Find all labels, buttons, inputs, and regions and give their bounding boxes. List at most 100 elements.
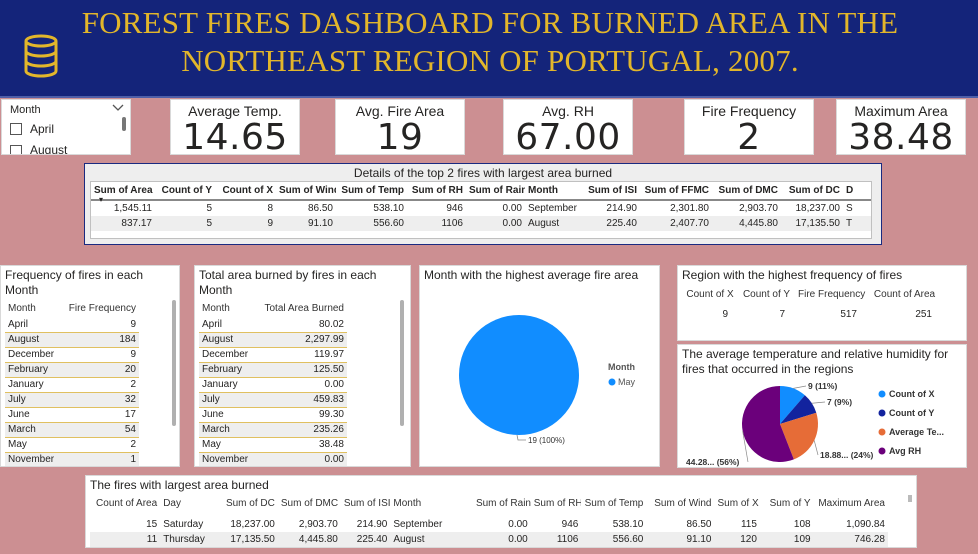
table-row[interactable]: April 80.02 [199, 317, 347, 333]
column-header[interactable]: Sum of Wind [654, 498, 712, 509]
kpi-label: Fire Frequency [701, 103, 797, 119]
area-card: Total area burned by fires in each Month… [194, 265, 411, 467]
pie-slice-count-y[interactable] [780, 395, 817, 424]
table-row[interactable]: July 32 [5, 392, 139, 408]
column-header[interactable]: Maximum Area [818, 498, 885, 509]
slicer-option-august[interactable]: August [30, 143, 68, 155]
column-header[interactable]: Sum of FFMC [640, 182, 712, 201]
table-cell: November [5, 452, 65, 466]
column-header[interactable]: Sum of Temp [336, 182, 407, 201]
column-header[interactable]: Sum of Rain [475, 498, 531, 509]
table-cell: 2 [65, 437, 139, 453]
pie-slice-avg-rh[interactable] [742, 386, 794, 462]
column-header[interactable]: Sum of DMC [712, 182, 781, 201]
sort-descending-icon[interactable]: ▾ [99, 195, 104, 204]
table-row[interactable]: January 2 [5, 377, 139, 393]
table-row[interactable]: February 125.50 [199, 362, 347, 378]
legend-dot [878, 409, 886, 417]
column-header[interactable]: Sum of Rain [466, 182, 525, 201]
column-header[interactable]: Count of Area [873, 289, 936, 300]
table-cell: August [199, 332, 259, 348]
pie-temp-title: The average temperature and relative hum… [682, 347, 949, 376]
column-header[interactable]: Sum of Temp [584, 498, 644, 509]
table-row[interactable]: November 0.00 [199, 452, 347, 466]
table-cell: 1106 [407, 216, 466, 231]
column-header[interactable]: Sum of DMC [280, 498, 339, 509]
table-row[interactable]: June 99.30 [199, 407, 347, 423]
table-row[interactable]: November 1 [5, 452, 139, 466]
column-header[interactable]: Sum of DC [225, 498, 275, 509]
table-row[interactable]: December 119.97 [199, 347, 347, 363]
table-row[interactable]: 15 Saturday 18,237.00 2,903.70 214.90 Septemb… [90, 517, 888, 532]
column-header[interactable]: Sum of RH [407, 182, 466, 201]
database-icon [24, 34, 58, 78]
table-cell: 15 [146, 519, 158, 530]
pie-leader-line [516, 434, 526, 441]
column-header[interactable]: Month [202, 303, 230, 314]
table-row[interactable]: June 17 [5, 407, 139, 423]
table-row[interactable]: August 2,297.99 [199, 332, 347, 348]
frequency-scrollbar[interactable] [172, 300, 176, 426]
pie-month-title: Month with the highest average fire area [424, 268, 639, 282]
table-row[interactable]: 1,545.11 5 8 86.50 538.10 946 0.00 September 214… [91, 200, 871, 216]
table-row[interactable]: July 459.83 [199, 392, 347, 408]
checkbox-april[interactable] [10, 123, 22, 135]
largest-fires-scrollbar[interactable] [908, 495, 912, 502]
largest-fires-title: The fires with largest area burned [90, 478, 269, 492]
table-row[interactable]: 837.17 5 9 91.10 556.60 1106 0.00 August 225.40 2… [91, 216, 871, 231]
table-row[interactable]: March 235.26 [199, 422, 347, 438]
table-row[interactable]: February 20 [5, 362, 139, 378]
table-row[interactable]: May 2 [5, 437, 139, 453]
checkbox-august[interactable] [10, 145, 22, 154]
table-row[interactable]: December 9 [5, 347, 139, 363]
column-header[interactable]: Month [393, 498, 422, 509]
column-header[interactable]: Sum of X [717, 498, 759, 509]
column-header[interactable]: Sum of DC [781, 182, 843, 201]
table-row[interactable]: August 184 [5, 332, 139, 348]
table-cell: January [5, 377, 65, 393]
largest-fires-card: The fires with largest area burned Count… [85, 475, 917, 548]
column-header[interactable]: Count of X [686, 289, 734, 300]
pie-data-label: 44.28... (56%) [686, 457, 740, 467]
area-scrollbar[interactable] [400, 300, 404, 426]
table-row[interactable]: March 54 [5, 422, 139, 438]
table-cell: 2,903.70 [739, 203, 778, 214]
column-header[interactable]: Total Area Burned [264, 303, 345, 314]
slicer-scrollbar[interactable] [122, 117, 126, 131]
column-header[interactable]: Fire Frequency [798, 289, 866, 300]
column-header[interactable]: D [843, 182, 871, 201]
slicer-option-april[interactable]: April [30, 122, 55, 136]
table-cell: 2,903.70 [298, 519, 338, 530]
pie-slice-average-temp[interactable] [780, 412, 818, 460]
column-header[interactable]: Count of Y [742, 289, 791, 300]
kpi-value: 19 [376, 117, 424, 158]
table-row[interactable]: May 38.48 [199, 437, 347, 453]
table-row[interactable]: January 0.00 [199, 377, 347, 393]
column-header[interactable]: Fire Frequency [68, 303, 136, 314]
column-header[interactable]: Sum of ISI [343, 498, 391, 509]
pie-slice-count-x[interactable] [780, 386, 805, 424]
column-header[interactable]: Count of X [215, 182, 276, 201]
column-header[interactable]: Month [525, 182, 585, 201]
column-header[interactable]: Sum of Y [769, 498, 811, 509]
table-body: 1,545.11 5 8 86.50 538.10 946 0.00 September 214… [91, 200, 871, 231]
month-slicer[interactable]: Month April August [1, 99, 131, 155]
table-cell: 108 [793, 519, 811, 530]
kpi-avg-fire-area: Avg. Fire Area 19 [335, 99, 465, 158]
table-cell: 214.90 [606, 203, 637, 214]
chevron-down-icon[interactable] [112, 104, 124, 112]
kpi-value: 14.65 [182, 117, 288, 158]
column-header[interactable]: Count of Area [96, 498, 158, 509]
column-header[interactable]: Day [163, 498, 181, 509]
column-header[interactable]: Count of Y [155, 182, 215, 201]
column-header[interactable]: Sum of RH [533, 498, 582, 509]
pie-slice-may[interactable] [459, 315, 579, 435]
table-row[interactable]: 11 Thursday 17,135.50 4,445.80 225.40 August 0… [90, 532, 888, 547]
column-header[interactable]: Sum of Wind [276, 182, 336, 201]
table-cell: 0.00 [259, 377, 347, 393]
table-row[interactable]: April 9 [5, 317, 139, 333]
column-header[interactable]: Sum of ISI [585, 182, 640, 201]
column-header[interactable]: Sum of Area [91, 182, 155, 201]
table-cell: 225.40 [585, 216, 640, 231]
column-header[interactable]: Month [8, 303, 36, 314]
